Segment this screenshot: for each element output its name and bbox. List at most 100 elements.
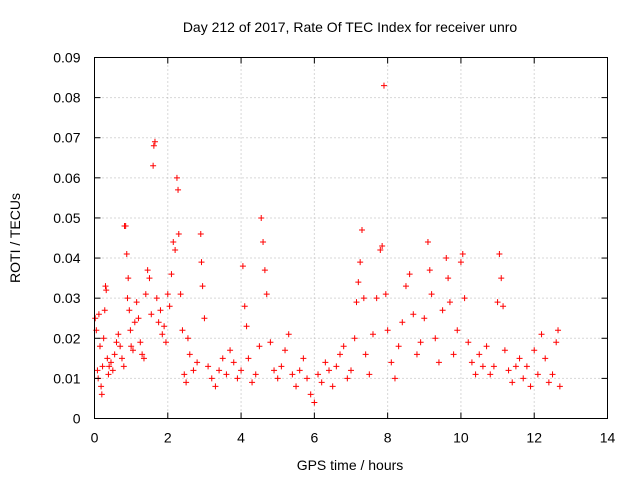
data-point [120,363,127,370]
data-point [106,363,113,370]
data-point [318,379,325,386]
data-point [168,271,175,278]
data-point [194,359,201,366]
data-point [274,375,281,382]
data-point [285,331,292,338]
data-point [333,363,340,370]
data-point [166,303,173,310]
data-point [351,335,358,342]
data-point [92,315,99,322]
data-point [146,275,153,282]
data-point [230,359,237,366]
data-point [454,327,461,334]
data-point [124,295,131,302]
data-point [326,367,333,374]
data-point [538,331,545,338]
x-tick-label: 12 [526,430,542,446]
data-point [164,291,171,298]
data-point [118,355,125,362]
data-point [267,339,274,346]
data-point [490,363,497,370]
data-point [329,383,336,390]
data-point [128,343,135,350]
data-point [353,299,360,306]
data-point [443,255,450,262]
data-point [98,383,105,390]
data-point [155,319,162,326]
data-point [249,379,256,386]
data-point [413,351,420,358]
data-point [172,247,179,254]
data-point [311,399,318,406]
data-point [505,367,512,374]
data-point [135,315,142,322]
data-point [98,391,105,398]
data-point [417,339,424,346]
chart-title: Day 212 of 2017, Rate Of TEC Index for r… [183,19,518,35]
data-point [520,375,527,382]
data-point [102,283,109,290]
data-point [190,367,197,374]
data-point [382,291,389,298]
data-point [223,371,230,378]
y-tick-label: 0.09 [53,50,80,66]
data-point [150,162,157,169]
data-point [126,307,133,314]
data-point [139,351,146,358]
data-point [428,291,435,298]
data-point [278,363,285,370]
data-point [395,343,402,350]
data-point [457,259,464,266]
y-tick-label: 0 [73,411,81,427]
data-point [461,295,468,302]
data-point [131,319,138,326]
x-tick-label: 6 [310,430,318,446]
data-point [96,343,103,350]
data-point [362,351,369,358]
data-point [337,351,344,358]
data-point [496,251,503,258]
data-point [380,82,387,89]
data-point [133,299,140,306]
data-point [263,291,270,298]
data-point [127,327,134,334]
data-point [406,271,413,278]
x-tick-label: 14 [600,430,616,446]
data-point [148,311,155,318]
y-tick-label: 0.06 [53,170,80,186]
data-point [426,267,433,274]
data-point [366,371,373,378]
data-point [162,339,169,346]
data-point [227,347,234,354]
data-point [555,327,562,334]
data-point [296,367,303,374]
data-point [483,343,490,350]
data-point [161,323,168,330]
data-point [384,327,391,334]
y-tick-label: 0.08 [53,90,80,106]
data-point [175,230,182,237]
data-point [201,315,208,322]
data-point [315,371,322,378]
x-tick-label: 8 [384,430,392,446]
x-tick-label: 2 [164,430,172,446]
data-point [476,351,483,358]
data-point [388,359,395,366]
data-point [95,311,102,318]
data-point [553,339,560,346]
data-point [252,371,259,378]
data-point [421,315,428,322]
data-point [117,343,124,350]
data-point [177,291,184,298]
data-point [258,214,265,221]
data-point [183,379,190,386]
data-point [487,371,494,378]
data-point [260,239,267,246]
data-point [245,355,252,362]
grid-lines [94,57,608,419]
data-point [534,371,541,378]
data-point [142,291,149,298]
data-point [212,383,219,390]
data-point [181,371,188,378]
